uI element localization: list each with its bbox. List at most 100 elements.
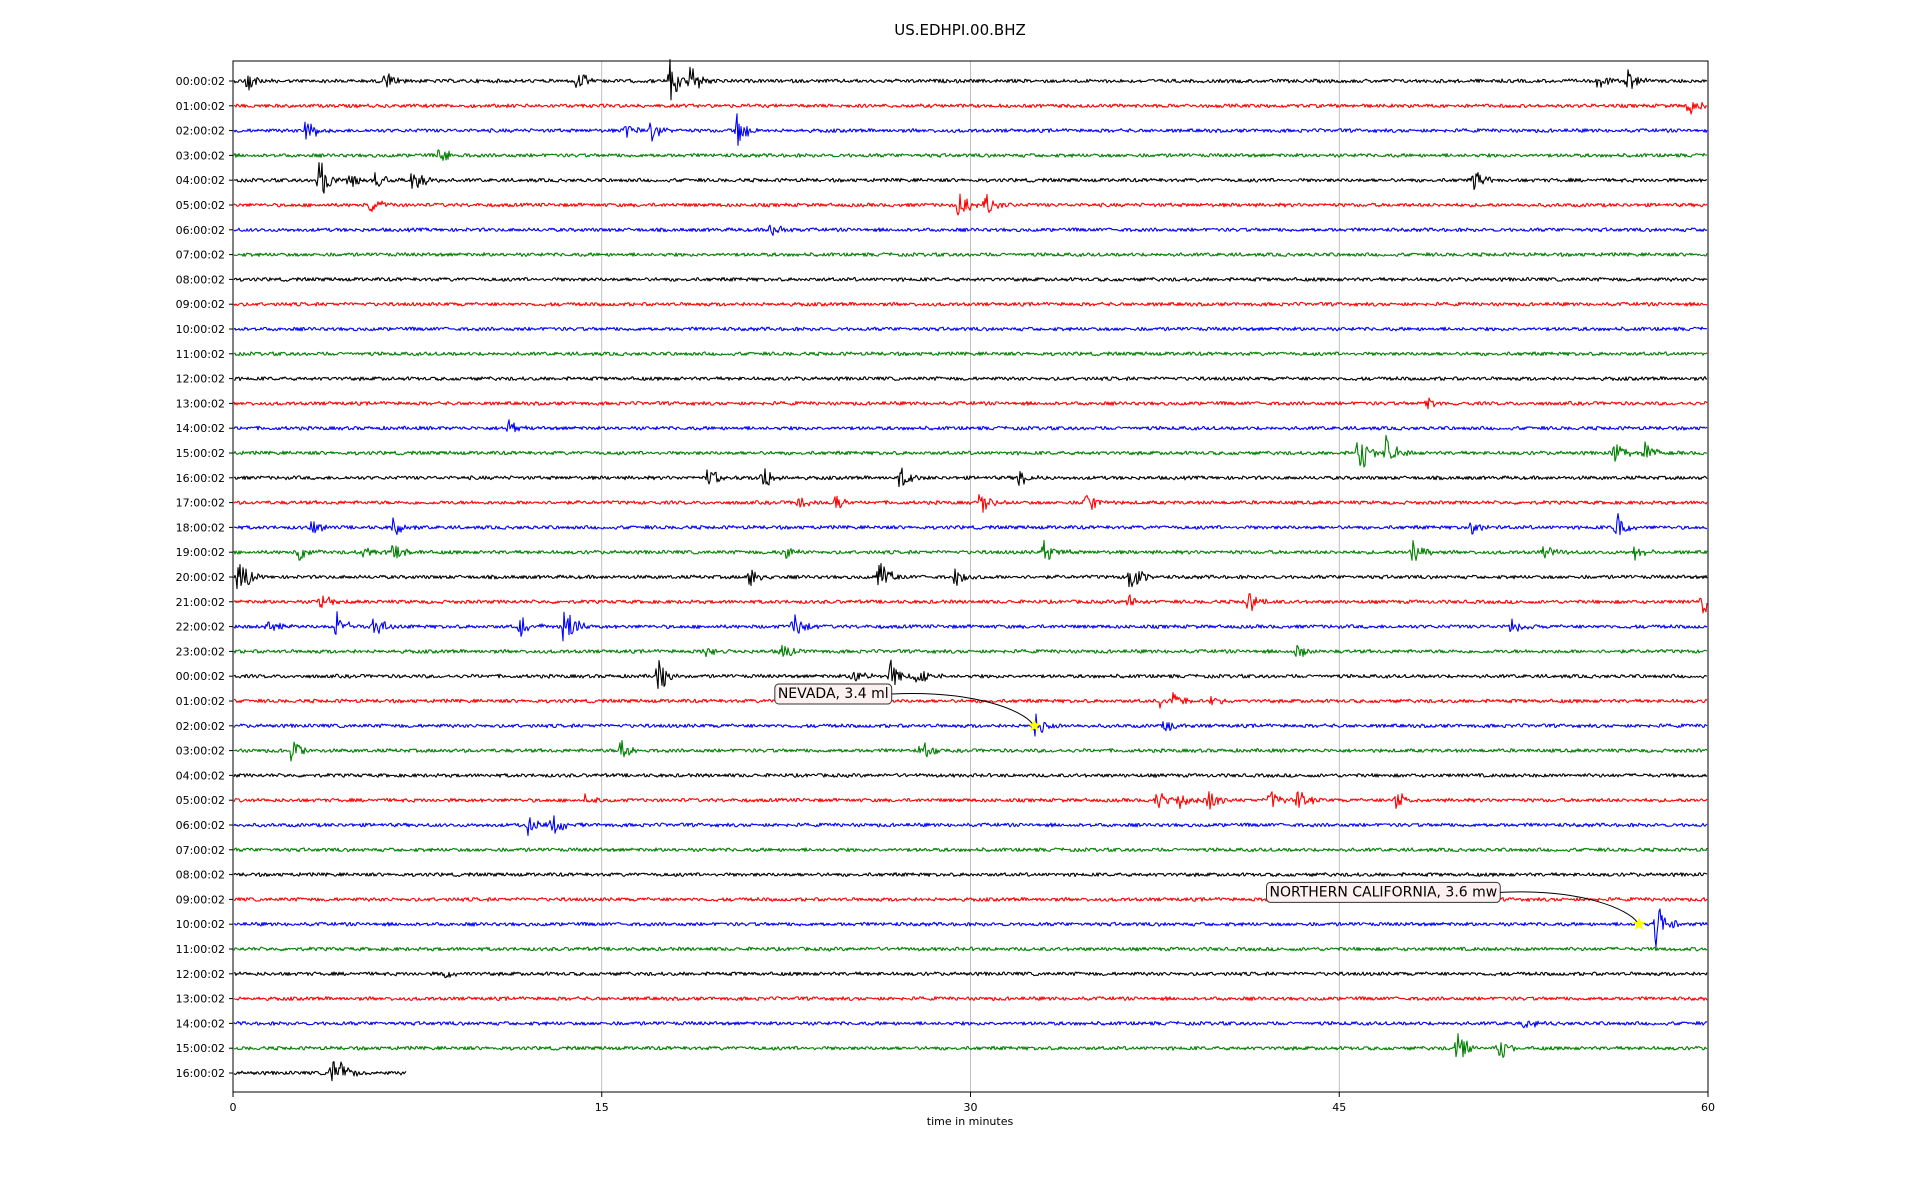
- trace-row: [233, 946, 1708, 952]
- trace-row: [233, 791, 1708, 810]
- trace-row: [233, 772, 1708, 778]
- row-time-label: 11:00:02: [176, 943, 225, 956]
- row-time-label: 07:00:02: [176, 249, 225, 262]
- row-time-label: 02:00:02: [176, 720, 225, 733]
- row-time-label: 08:00:02: [176, 273, 225, 286]
- trace-row: [233, 193, 1708, 216]
- row-time-label: 03:00:02: [176, 149, 225, 162]
- trace-row: [233, 593, 1708, 614]
- trace-row: [233, 252, 1708, 258]
- row-time-label: 06:00:02: [176, 224, 225, 237]
- trace-row: [233, 713, 1708, 737]
- event-annotation: NORTHERN CALIFORNIA, 3.6 mw: [1266, 881, 1646, 930]
- trace-row: [233, 1020, 1708, 1029]
- trace-row: [233, 351, 1708, 357]
- trace-row: [233, 539, 1708, 561]
- x-tick-label: 0: [230, 1101, 237, 1114]
- trace-row: [233, 101, 1708, 115]
- event-star-marker: [1632, 917, 1646, 930]
- trace-row: [233, 659, 1707, 690]
- row-time-label: 23:00:02: [176, 645, 225, 658]
- row-time-label: 17:00:02: [176, 497, 225, 510]
- x-tick-label: 45: [1332, 1101, 1346, 1114]
- row-time-label: 01:00:02: [176, 695, 225, 708]
- seismic-traces: [233, 58, 1708, 1082]
- row-time-label: 12:00:02: [176, 373, 225, 386]
- row-time-label: 01:00:02: [176, 100, 225, 113]
- x-tick-label: 15: [595, 1101, 609, 1114]
- trace-row: [233, 58, 1708, 101]
- trace-row: [233, 276, 1708, 282]
- x-axis: 0 15 30 45 60: [230, 1092, 1715, 1114]
- trace-row: [233, 149, 1708, 161]
- row-time-label: 04:00:02: [176, 769, 225, 782]
- row-time-label: 14:00:02: [176, 1017, 225, 1030]
- row-time-label: 05:00:02: [176, 199, 225, 212]
- trace-row: [233, 1033, 1708, 1058]
- trace-row: [233, 326, 1708, 332]
- trace-row: [233, 996, 1708, 1002]
- event-label: NEVADA, 3.4 ml: [778, 686, 889, 702]
- row-time-label: 21:00:02: [176, 596, 225, 609]
- trace-row: [233, 512, 1708, 536]
- trace-row: [233, 971, 1708, 979]
- row-time-label: 13:00:02: [176, 993, 225, 1006]
- row-time-label: 20:00:02: [176, 571, 225, 584]
- event-annotation: NEVADA, 3.4 ml: [774, 683, 1042, 732]
- row-time-label: 09:00:02: [176, 298, 225, 311]
- trace-row: [233, 908, 1708, 948]
- row-time-label: 15:00:02: [176, 1042, 225, 1055]
- trace-row: [233, 494, 1708, 513]
- event-star-marker: [1027, 718, 1042, 732]
- row-time-label: 22:00:02: [176, 621, 225, 634]
- row-time-label: 16:00:02: [176, 1067, 225, 1080]
- trace-row: [233, 847, 1708, 853]
- trace-row: [233, 301, 1708, 307]
- trace-row: [233, 739, 1708, 762]
- row-time-label: 05:00:02: [176, 794, 225, 807]
- event-connector: [891, 693, 1033, 725]
- row-time-label: 16:00:02: [176, 472, 225, 485]
- trace-row: [233, 376, 1708, 382]
- event-label: NORTHERN CALIFORNIA, 3.6 mw: [1270, 884, 1498, 900]
- row-time-label: 15:00:02: [176, 447, 225, 460]
- row-time-label: 00:00:02: [176, 670, 225, 683]
- row-time-label: 08:00:02: [176, 869, 225, 882]
- trace-row: [233, 611, 1708, 642]
- row-time-label: 06:00:02: [176, 819, 225, 832]
- x-tick-label: 30: [964, 1101, 978, 1114]
- trace-row: [233, 467, 1708, 488]
- event-connector: [1500, 891, 1638, 923]
- trace-row: [233, 1061, 407, 1082]
- trace-row: [233, 113, 1708, 146]
- row-time-label: 10:00:02: [176, 918, 225, 931]
- event-annotations: NEVADA, 3.4 ml NORTHERN CALIFORNIA, 3.6 m…: [774, 683, 1646, 930]
- row-time-label: 10:00:02: [176, 323, 225, 336]
- row-time-label: 02:00:02: [176, 125, 225, 138]
- trace-row: [233, 419, 1708, 433]
- row-time-label: 07:00:02: [176, 844, 225, 857]
- trace-row: [233, 692, 1708, 709]
- row-time-label: 11:00:02: [176, 348, 225, 361]
- row-time-label: 14:00:02: [176, 422, 225, 435]
- row-time-label: 03:00:02: [176, 745, 225, 758]
- trace-row: [233, 397, 1708, 410]
- row-time-label: 13:00:02: [176, 397, 225, 410]
- row-time-label: 00:00:02: [176, 75, 225, 88]
- row-time-label: 12:00:02: [176, 968, 225, 981]
- trace-row: [233, 815, 1708, 836]
- x-axis-label: time in minutes: [927, 1115, 1014, 1128]
- chart-title: US.EDHPI.00.BHZ: [894, 21, 1026, 39]
- trace-row: [233, 162, 1707, 194]
- trace-row: [233, 872, 1708, 878]
- row-time-label: 04:00:02: [176, 174, 225, 187]
- trace-row: [233, 224, 1708, 236]
- trace-row: [233, 644, 1708, 658]
- row-time-label: 19:00:02: [176, 546, 225, 559]
- x-tick-label: 60: [1701, 1101, 1715, 1114]
- row-time-label: 09:00:02: [176, 893, 225, 906]
- row-time-labels: 00:00:02 01:00:02 02:00:02 03:00:02 04:00:02…: [176, 75, 233, 1080]
- trace-row: [233, 563, 1708, 590]
- trace-row: [233, 434, 1708, 468]
